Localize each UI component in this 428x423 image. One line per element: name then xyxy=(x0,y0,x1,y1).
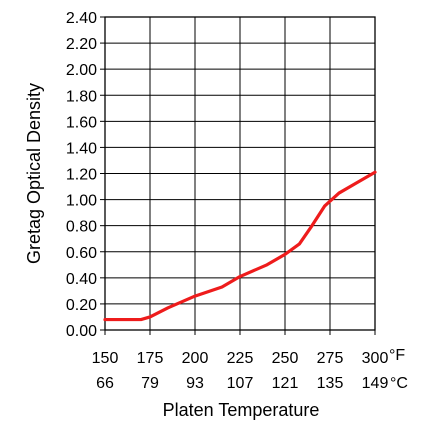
y-tick-label: 0.00 xyxy=(66,323,97,340)
x-tick-label-c: 66 xyxy=(96,375,114,392)
y-tick-label: 2.00 xyxy=(66,62,97,79)
x-tick-label-c: 135 xyxy=(317,375,344,392)
x-axis-label: Platen Temperature xyxy=(163,400,320,420)
x-tick-label-c: 121 xyxy=(272,375,299,392)
x-tick-label-f: 175 xyxy=(137,350,164,367)
y-tick-label: 1.80 xyxy=(66,88,97,105)
x-tick-label-f: 225 xyxy=(227,350,254,367)
y-tick-label: 1.60 xyxy=(66,114,97,131)
x-unit-secondary: °C xyxy=(390,375,408,392)
x-unit-primary: °F xyxy=(389,347,405,364)
y-tick-label: 0.20 xyxy=(66,297,97,314)
x-tick-label-f: 300 xyxy=(362,350,389,367)
y-axis-label: Gretag Optical Density xyxy=(24,83,44,264)
y-tick-label: 2.40 xyxy=(66,10,97,27)
y-tick-label: 1.40 xyxy=(66,140,97,157)
x-tick-label-f: 275 xyxy=(317,350,344,367)
x-tick-label-f: 150 xyxy=(92,350,119,367)
x-tick-label-c: 79 xyxy=(141,375,159,392)
x-tick-label-f: 250 xyxy=(272,350,299,367)
series-line-0 xyxy=(103,170,377,322)
y-tick-label: 2.20 xyxy=(66,36,97,53)
y-tick-labels: 0.00 0.20 0.40 0.60 0.80 1.00 1.20 1.40 1.60 1.80… xyxy=(66,10,97,340)
y-tick-label: 1.00 xyxy=(66,193,97,210)
x-tick-labels: 150 66 175 79 200 93 225 107 250 121 275 135 300 149 xyxy=(92,350,389,392)
y-tick-label: 0.40 xyxy=(66,271,97,288)
x-tick-label-c: 149 xyxy=(362,375,389,392)
y-tick-label: 0.60 xyxy=(66,245,97,262)
grid xyxy=(100,16,376,335)
y-tick-label: 0.80 xyxy=(66,219,97,236)
y-tick-label: 1.20 xyxy=(66,167,97,184)
series-layer xyxy=(103,170,377,322)
x-tick-label-f: 200 xyxy=(182,350,209,367)
x-tick-label-c: 107 xyxy=(227,375,254,392)
x-tick-label-c: 93 xyxy=(186,375,204,392)
